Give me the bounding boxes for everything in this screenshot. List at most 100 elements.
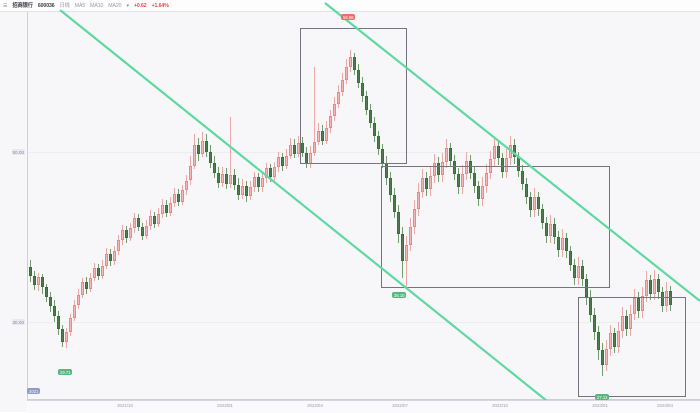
candle-body (232, 174, 236, 185)
candle-body (664, 291, 668, 306)
candle-body (536, 197, 540, 210)
candle-body (316, 130, 320, 142)
candle-body (40, 276, 44, 287)
chevron-down-icon[interactable]: ▾ (126, 2, 129, 9)
x-axis-tick: 2022/01 (217, 403, 233, 408)
candle-body (520, 170, 524, 184)
period-label[interactable]: 日线 (59, 2, 70, 9)
candle-body (524, 183, 528, 198)
candle-body (56, 315, 60, 330)
candle-body (656, 279, 660, 293)
candle-body (288, 145, 292, 157)
candle-body (52, 305, 56, 316)
candle-body (584, 279, 588, 297)
candle-body (460, 173, 464, 188)
candle-body (208, 151, 212, 163)
candle-body (292, 145, 296, 154)
candle-body (320, 130, 324, 141)
hamburger-icon[interactable]: ☰ (3, 2, 8, 9)
candle-body (600, 350, 604, 365)
trendline-lower[interactable] (324, 2, 700, 302)
candle-body (548, 223, 552, 236)
candle-body (152, 215, 156, 224)
candle-body (216, 172, 220, 183)
box3-low-tag: 27.12 (595, 394, 610, 400)
symbol-code[interactable]: 600036 (37, 2, 55, 9)
candle-body (480, 186, 484, 200)
zone-box-3[interactable] (578, 297, 686, 397)
candle-body (604, 349, 608, 365)
box2-low-tag: 35.10 (392, 292, 407, 298)
quote-toolbar[interactable]: ☰ 招商银行 600036 日线 MA5 MA10 MA20 ▾ +0.62 +… (0, 0, 700, 12)
candle-body (176, 193, 180, 202)
candle-body (60, 329, 64, 343)
candle-body (368, 109, 372, 123)
candle-body (568, 251, 572, 265)
candle-body (48, 296, 52, 306)
candle-body (532, 197, 536, 211)
candle-body (624, 315, 628, 330)
zone-box-1[interactable] (300, 28, 407, 164)
candle-body (364, 96, 368, 110)
candle-body (380, 149, 384, 163)
candle-body (184, 180, 188, 191)
candle-body (68, 317, 72, 333)
candle-body (32, 275, 36, 285)
zone-box-2[interactable] (381, 166, 610, 288)
ma20-label[interactable]: MA20 (108, 2, 122, 9)
candle-body (112, 251, 116, 262)
candle-body (572, 264, 576, 279)
candle-body (632, 298, 636, 314)
candle-body (444, 148, 448, 162)
candlestick-plot[interactable] (27, 12, 700, 400)
candle-body (340, 79, 344, 92)
candle-body (636, 298, 640, 312)
y-axis-tick: 50.00 (11, 149, 25, 155)
candle-body (328, 116, 332, 129)
symbol-name[interactable]: 招商银行 (12, 2, 33, 9)
candle-body (348, 57, 352, 68)
candle-body (356, 69, 360, 83)
candle-body (104, 253, 108, 266)
ma5-label[interactable]: MA5 (74, 2, 86, 9)
chart-low-tag: 29.71 (58, 369, 73, 375)
gridline (27, 152, 700, 153)
candle-body (172, 193, 176, 203)
candle-body (296, 142, 300, 154)
x-axis-tick: 2023/01 (592, 403, 608, 408)
candle-body (248, 187, 252, 196)
candle-body (268, 168, 272, 178)
candle-body (400, 233, 404, 262)
price-axis[interactable]: 50.00 30.00 (0, 12, 27, 400)
candle-body (224, 173, 228, 184)
candle-body (344, 67, 348, 80)
candle-body (412, 209, 416, 228)
candle-body (420, 178, 424, 192)
candle-body (144, 225, 148, 236)
candle-body (72, 304, 76, 318)
candle-body (436, 162, 440, 175)
candle-body (220, 173, 224, 183)
candle-body (276, 157, 280, 168)
peak-price-tag: 56.58 (341, 14, 356, 20)
candle-wick (405, 235, 407, 289)
candle-body (168, 202, 172, 213)
x-axis-tick: 2023/04 (657, 403, 673, 408)
candle-body (388, 178, 392, 195)
candle-body (188, 166, 192, 181)
candle-body (448, 148, 452, 161)
candle-body (36, 276, 40, 285)
candle-body (372, 122, 376, 137)
candle-body (228, 174, 232, 184)
date-axis[interactable]: 2021/10 2022/01 2022/04 2022/07 2022/10 2023/… (27, 400, 700, 413)
ma10-label[interactable]: MA10 (90, 2, 104, 9)
trendline-upper[interactable] (59, 9, 548, 402)
candle-body (540, 209, 544, 223)
x-axis-tick: 2022/07 (392, 403, 408, 408)
candle-body (552, 223, 556, 238)
candle-body (96, 268, 100, 276)
candle-body (200, 140, 204, 154)
candle-body (196, 145, 200, 154)
